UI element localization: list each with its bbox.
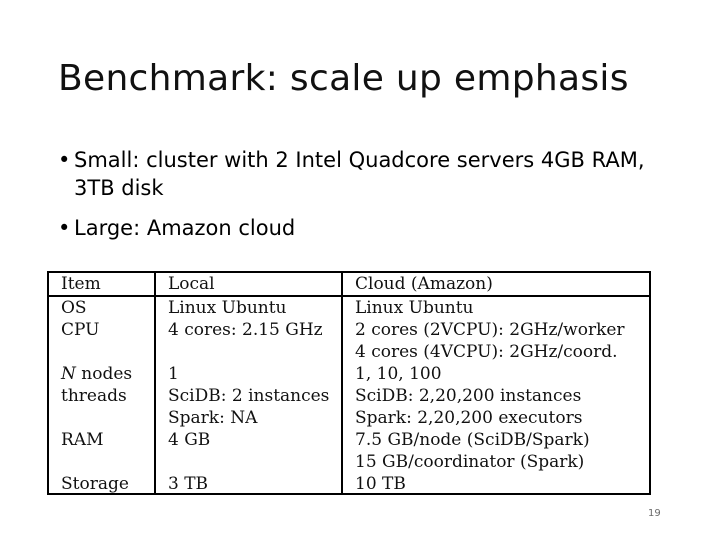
row-ram-local: 4 GB xyxy=(168,430,211,450)
row-nodes-item-label: nodes xyxy=(75,364,133,384)
row-storage-cloud: 10 TB xyxy=(355,474,406,494)
bullet-small-cluster: Small: cluster with 2 Intel Quadcore ser… xyxy=(58,146,678,202)
spec-table: Item Local Cloud (Amazon) OS Linux Ubunt… xyxy=(49,273,649,495)
header-local: Local xyxy=(154,273,342,297)
row-storage-item: Storage xyxy=(61,474,129,494)
slide-title: Benchmark: scale up emphasis xyxy=(58,58,629,99)
table-row-threads: threads SciDB: 2 instances Spark: NA Sci… xyxy=(49,385,649,429)
row-nodes-local: 1 xyxy=(168,364,179,384)
row-ram-cloud-coord: 15 GB/coordinator (Spark) xyxy=(355,452,585,472)
row-threads-cloud-scidb: SciDB: 2,20,200 instances xyxy=(355,386,582,406)
row-os-item: OS xyxy=(61,298,87,318)
header-item: Item xyxy=(49,273,155,297)
header-cloud: Cloud (Amazon) xyxy=(341,273,649,297)
row-cpu-local: 4 cores: 2.15 GHz xyxy=(168,320,323,340)
table-row-nodes: N nodes 1 1, 10, 100 xyxy=(49,363,649,385)
row-os-cloud: Linux Ubuntu xyxy=(355,298,474,318)
row-cpu-cloud-worker: 2 cores (2VCPU): 2GHz/worker xyxy=(355,320,625,340)
bullet-list: Small: cluster with 2 Intel Quadcore ser… xyxy=(58,146,678,254)
row-threads-local-spark: Spark: NA xyxy=(168,408,258,428)
row-threads-local-scidb: SciDB: 2 instances xyxy=(168,386,330,406)
row-ram-cloud-node: 7.5 GB/node (SciDB/Spark) xyxy=(355,430,590,450)
row-nodes-item-n: N xyxy=(61,364,76,384)
row-nodes-item: N nodes xyxy=(61,363,154,385)
row-threads-item: threads xyxy=(61,386,127,406)
row-ram-item: RAM xyxy=(61,430,104,450)
table-row-os: OS Linux Ubuntu Linux Ubuntu xyxy=(49,296,649,319)
bullet-large-cloud: Large: Amazon cloud xyxy=(58,214,678,242)
table-header-row: Item Local Cloud (Amazon) xyxy=(49,273,649,297)
page-number: 19 xyxy=(648,508,661,519)
table-row-ram: RAM 4 GB 7.5 GB/node (SciDB/Spark) 15 GB… xyxy=(49,429,649,473)
row-nodes-cloud: 1, 10, 100 xyxy=(355,364,442,384)
row-cpu-cloud-coord: 4 cores (4VCPU): 2GHz/coord. xyxy=(355,342,618,362)
row-os-local: Linux Ubuntu xyxy=(168,298,287,318)
table-row-storage: Storage 3 TB 10 TB xyxy=(49,473,649,495)
row-threads-cloud-spark: Spark: 2,20,200 executors xyxy=(355,408,583,428)
table-row-cpu: CPU 4 cores: 2.15 GHz 2 cores (2VCPU): 2… xyxy=(49,319,649,363)
row-cpu-item: CPU xyxy=(61,320,100,340)
spec-table-figure: Item Local Cloud (Amazon) OS Linux Ubunt… xyxy=(47,271,651,495)
row-storage-local: 3 TB xyxy=(168,474,209,494)
